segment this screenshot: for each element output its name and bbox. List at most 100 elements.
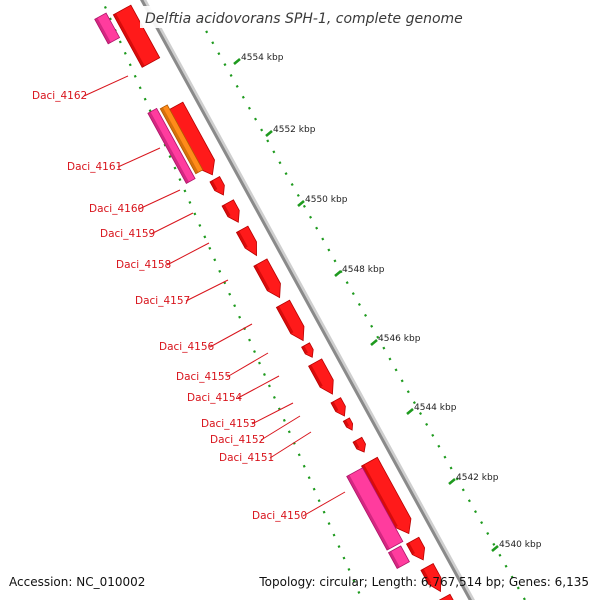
ruler-dot — [254, 117, 258, 121]
gene-label[interactable]: Daci_4157 — [135, 295, 190, 307]
ruler-dot — [337, 545, 341, 548]
kbp-tick-label: 4546 kbp — [378, 334, 421, 344]
ruler-dot — [267, 384, 271, 388]
gene-label-leader — [251, 402, 294, 425]
ruler-dot — [272, 395, 276, 399]
cds-feature-11 — [342, 417, 354, 431]
ruler-dot — [317, 499, 321, 503]
gene-label[interactable]: Daci_4160 — [89, 203, 144, 215]
gene-label-leader — [150, 212, 194, 235]
ruler-dot — [347, 568, 351, 571]
backbone-line — [140, 0, 472, 600]
kbp-tick-label: 4544 kbp — [414, 403, 457, 413]
ruler-dot — [352, 579, 356, 583]
misc-feature-5 — [387, 545, 410, 570]
gene-label-leader — [269, 431, 312, 459]
gene-label[interactable]: Daci_4150 — [252, 510, 307, 522]
ruler-dot — [143, 97, 147, 101]
ruler-dot — [168, 155, 172, 159]
ruler-dot — [228, 292, 232, 296]
cds-feature-7-shade — [276, 305, 294, 334]
ruler-dot — [376, 335, 380, 339]
ruler-dot — [492, 542, 496, 546]
ruler-dot — [467, 499, 471, 503]
gene-label-leaders-layer: Daci_4162 Daci_4161 Daci_4160 Daci_4159 Daci… — [32, 75, 346, 522]
ruler-dot — [238, 315, 242, 319]
cds-feature-7-body — [275, 299, 305, 342]
gene-label[interactable]: Daci_4154 — [187, 392, 243, 404]
ruler-dot — [217, 52, 221, 56]
gene-label[interactable]: Daci_4155 — [176, 371, 231, 383]
misc-feature-2-shade — [147, 111, 189, 184]
gene-label[interactable]: Daci_4156 — [159, 341, 215, 353]
cds-feature-5-body — [235, 225, 257, 257]
gene-label[interactable]: Daci_4151 — [219, 452, 274, 464]
ruler-dot — [406, 390, 410, 394]
ruler-dot — [203, 235, 207, 239]
misc-feature-4-shade — [346, 474, 390, 551]
ruler-dot — [449, 466, 453, 470]
gene-label[interactable]: Daci_4162 — [32, 90, 87, 102]
gene-label-leader — [185, 279, 229, 302]
title-backdrop — [140, 6, 458, 28]
gene-label[interactable]: Daci_4159 — [100, 228, 155, 240]
ruler-dot — [103, 6, 107, 9]
cds-feature-6-body — [253, 258, 281, 299]
kbp-tick-mark — [265, 130, 273, 137]
ruler-dot — [223, 63, 227, 67]
kbp-tick-mark — [297, 200, 305, 207]
outer-ruler-dots — [199, 19, 526, 600]
ruler-dot — [188, 201, 192, 204]
ruler-dot — [351, 292, 355, 296]
cds-feature-9 — [308, 358, 334, 395]
kbp-tick-mark — [370, 339, 378, 346]
backbone-layer — [140, 0, 475, 600]
ruler-dot — [315, 226, 319, 230]
ruler-dot — [290, 183, 294, 187]
ruler-dot — [260, 128, 264, 132]
cds-feature-4 — [221, 199, 240, 223]
ruler-dot — [266, 139, 270, 143]
cds-feature-13-shade — [361, 464, 398, 528]
misc-feature-3-shade — [160, 107, 199, 174]
gene-label[interactable]: Daci_4161 — [67, 161, 122, 173]
gene-label[interactable]: Daci_4153 — [201, 418, 256, 430]
ruler-dot — [461, 488, 465, 492]
ruler-dot — [198, 223, 202, 227]
ruler-dot — [118, 40, 122, 44]
ruler-dot — [357, 590, 361, 594]
ruler-dot — [241, 95, 245, 99]
backbone-shadow — [143, 0, 475, 600]
cds-feature-1 — [112, 4, 161, 68]
ruler-dot — [419, 412, 423, 416]
ruler-dot — [333, 259, 337, 263]
ruler-dot — [364, 313, 368, 317]
ruler-dot — [321, 237, 325, 241]
misc-feature-1 — [94, 12, 121, 45]
ruler-dot — [504, 564, 508, 568]
ruler-dot — [253, 350, 256, 354]
gene-label-leader — [209, 323, 253, 348]
ruler-dot — [510, 575, 514, 579]
ruler-dot — [284, 172, 288, 176]
ruler-dot — [297, 453, 301, 457]
ruler-dot — [247, 106, 251, 110]
cds-feature-12 — [352, 436, 366, 453]
gene-label-leader — [166, 242, 210, 266]
gene-label[interactable]: Daci_4158 — [116, 259, 171, 271]
gene-label[interactable]: Daci_4152 — [210, 434, 265, 446]
ruler-dot — [480, 521, 484, 525]
ruler-dot — [263, 373, 266, 376]
ruler-dot — [235, 84, 239, 88]
cds-feature-11-shade — [343, 419, 350, 428]
ruler-dot — [148, 109, 152, 113]
misc-feature-4 — [346, 467, 404, 551]
cds-feature-3-shade — [209, 180, 218, 191]
ruler-dot — [412, 401, 416, 405]
cds-feature-4-shade — [222, 204, 231, 217]
ruler-dot — [108, 17, 112, 21]
cds-feature-13 — [361, 456, 412, 535]
kbp-tick-label: 4554 kbp — [241, 53, 284, 63]
misc-feature-5-shade — [388, 551, 400, 569]
